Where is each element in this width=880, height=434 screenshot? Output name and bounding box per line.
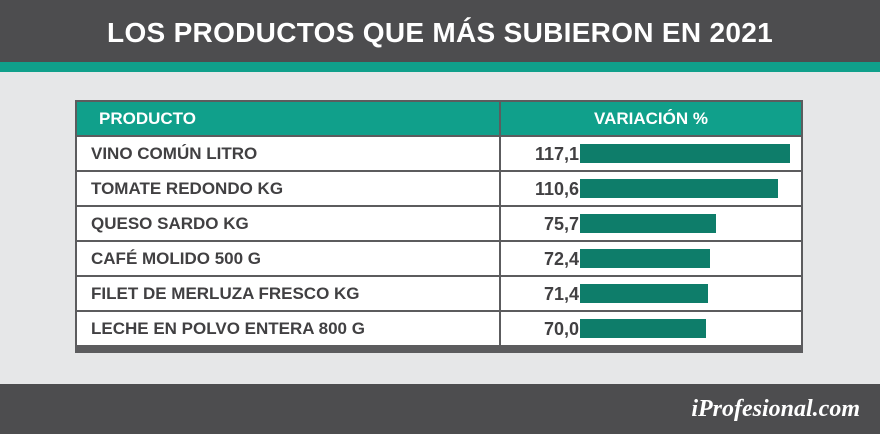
variation-cell: 71,4 xyxy=(501,277,801,310)
value-label: 72,4 xyxy=(543,249,579,269)
variation-cell: 72,4 xyxy=(501,242,801,275)
footer-bar xyxy=(0,384,880,434)
column-header-product: PRODUCTO xyxy=(77,102,499,135)
value-label: 75,7 xyxy=(543,214,579,234)
product-label: CAFÉ MOLIDO 500 G xyxy=(77,242,499,275)
product-label: VINO COMÚN LITRO xyxy=(77,137,499,170)
brand-logo: iProfesional.com xyxy=(691,396,860,422)
bar xyxy=(580,144,790,163)
value-label: 110,6 xyxy=(534,179,579,199)
product-label: QUESO SARDO KG xyxy=(77,207,499,240)
variation-cell: 70,0 xyxy=(501,312,801,345)
bar xyxy=(580,319,706,338)
product-label: TOMATE REDONDO KG xyxy=(77,172,499,205)
title-bar xyxy=(0,0,880,62)
value-label: 117,1 xyxy=(534,144,579,164)
product-label: FILET DE MERLUZA FRESCO KG xyxy=(77,277,499,310)
bar xyxy=(580,249,710,268)
value-label: 70,0 xyxy=(543,319,579,339)
value-label: 71,4 xyxy=(543,284,579,304)
bar xyxy=(580,284,708,303)
column-header-variation: VARIACIÓN % xyxy=(501,102,801,135)
variation-cell: 117,1 xyxy=(501,137,801,170)
bar xyxy=(580,214,716,233)
product-label: LECHE EN POLVO ENTERA 800 G xyxy=(77,312,499,345)
variation-cell: 110,6 xyxy=(501,172,801,205)
bar xyxy=(580,179,778,198)
chart-title: LOS PRODUCTOS QUE MÁS SUBIERON EN 2021 xyxy=(107,17,773,48)
variation-cell: 75,7 xyxy=(501,207,801,240)
data-table: PRODUCTO VARIACIÓN % VINO COMÚN LITRO 117… xyxy=(75,100,803,353)
accent-stripe xyxy=(0,62,880,72)
